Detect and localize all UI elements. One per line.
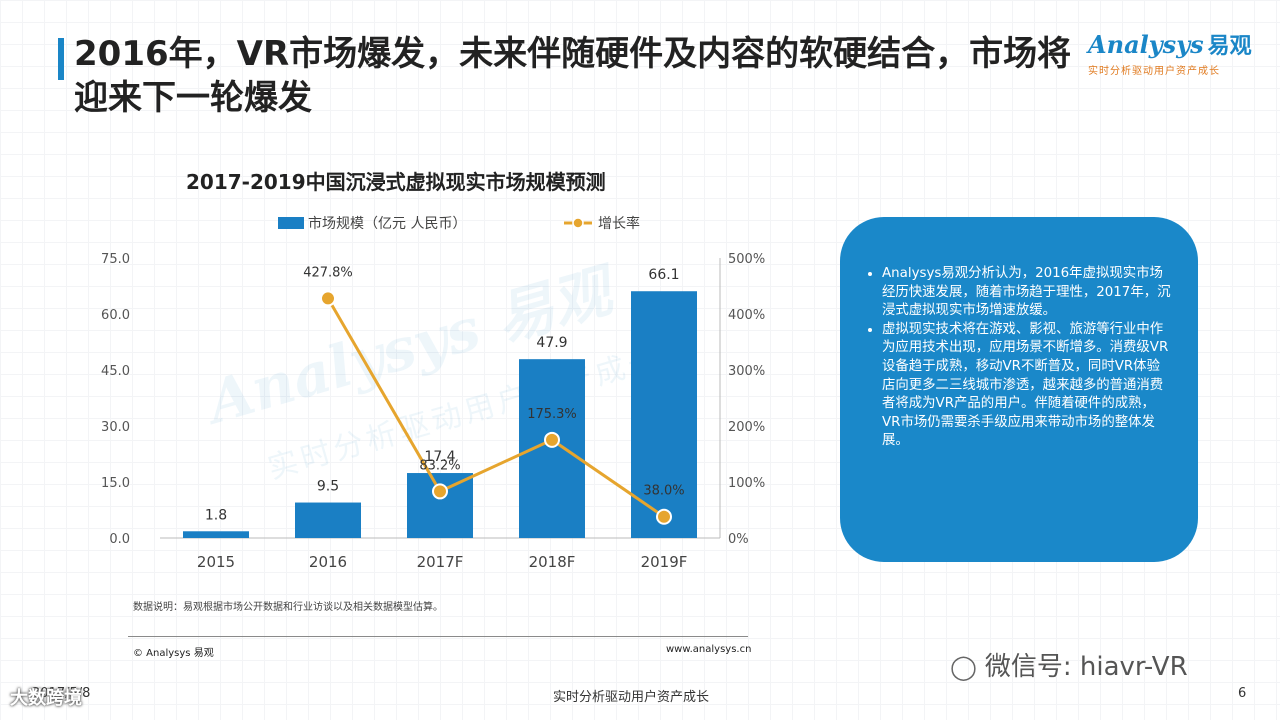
- growth-rate-point: [432, 483, 448, 500]
- footer-date: 2017/5/8: [32, 686, 91, 701]
- bar: [519, 359, 585, 538]
- bar-value-label: 47.9: [536, 335, 567, 351]
- growth-rate-label: 83.2%: [419, 458, 460, 473]
- logo-cn: 易观: [1207, 34, 1252, 59]
- legend-bar-label: 市场规模（亿元 人民币）: [308, 215, 466, 232]
- y-left-tick-label: 0.0: [109, 532, 130, 547]
- market-size-chart: 0.0 15.0 30.0 45.0 60.0 75.0 0% 100% 200% 300% 400…: [101, 215, 765, 571]
- logo-word: Analysys: [1088, 30, 1204, 59]
- x-tick-label: 2017F: [417, 553, 464, 571]
- y-right-tick-label: 500%: [728, 252, 765, 267]
- source-note: 数据说明：易观根据市场公开数据和行业访谈以及相关数据模型估算。: [133, 602, 443, 613]
- analysis-bullet-1: Analysys易观分析认为，2016年虚拟现实市场经历快速发展，随着市场趋于理…: [882, 265, 1172, 321]
- y-right-tick-label: 0%: [728, 532, 749, 547]
- y-left-tick-label: 60.0: [101, 308, 130, 323]
- x-tick-label: 2018F: [529, 553, 576, 571]
- y-right-tick-label: 300%: [728, 364, 765, 379]
- analysis-bullets: Analysys易观分析认为，2016年虚拟现实市场经历快速发展，随着市场趋于理…: [866, 265, 1172, 451]
- growth-rate-point: [656, 508, 672, 525]
- logo-tagline: 实时分析驱动用户资产成长: [1088, 66, 1220, 77]
- analysys-logo: Analysys 易观 实时分析驱动用户资产成长: [1088, 28, 1258, 78]
- page-number: 6: [1238, 686, 1247, 701]
- wechat-icon: ◯: [950, 653, 977, 681]
- copyright: © Analysys 易观: [133, 648, 214, 659]
- legend-bar-swatch: [278, 217, 304, 229]
- y-left-tick-label: 30.0: [101, 420, 130, 435]
- footer-divider: [128, 636, 748, 637]
- y-left-tick-label: 15.0: [101, 476, 130, 491]
- chart-title: 2017-2019中国沉浸式虚拟现实市场规模预测: [186, 170, 606, 194]
- x-tick-label: 2015: [197, 553, 235, 571]
- analysis-bullet-2: 虚拟现实技术将在游戏、影视、旅游等行业中作为应用技术出现，应用场景不断增多。消费…: [882, 321, 1172, 451]
- growth-rate-label: 175.3%: [527, 407, 577, 422]
- y-right-tick-label: 200%: [728, 420, 765, 435]
- growth-rate-line: [326, 297, 665, 518]
- bar-value-label: 66.1: [648, 267, 679, 283]
- y-left-tick-label: 75.0: [101, 252, 130, 267]
- legend-line-marker: [572, 217, 584, 229]
- y-left-tick-label: 45.0: [101, 364, 130, 379]
- bar-value-label: 17.4: [424, 449, 455, 465]
- growth-rate-point: [320, 290, 336, 307]
- x-tick-label: 2019F: [641, 553, 688, 571]
- footer-slogan: 实时分析驱动用户资产成长: [553, 690, 710, 705]
- website-link[interactable]: www.analysys.cn: [666, 644, 752, 655]
- bar: [295, 502, 361, 538]
- wechat-id-text: 微信号: hiavr-VR: [984, 652, 1188, 682]
- analysis-text-box: Analysys易观分析认为，2016年虚拟现实市场经历快速发展，随着市场趋于理…: [840, 217, 1198, 562]
- slide-title: 2016年，VR市场爆发，未来伴随硬件及内容的软硬结合，市场将迎来下一轮爆发: [74, 34, 1072, 118]
- growth-rate-label: 38.0%: [643, 484, 684, 499]
- y-right-tick-label: 400%: [728, 308, 765, 323]
- wechat-id: ◯ 微信号: hiavr-VR: [950, 646, 1188, 683]
- y-right-tick-label: 100%: [728, 476, 765, 491]
- title-accent-bar: [58, 38, 64, 80]
- bar-value-label: 9.5: [317, 479, 339, 495]
- x-tick-label: 2016: [309, 553, 347, 571]
- footer-brand-watermark: 大数跨境: [10, 688, 82, 709]
- growth-rate-label: 427.8%: [303, 265, 353, 280]
- bar-value-label: 1.8: [205, 507, 227, 523]
- legend-line-label: 增长率: [598, 215, 640, 232]
- bar: [631, 291, 697, 538]
- bar: [407, 473, 473, 538]
- growth-rate-point: [544, 431, 560, 448]
- bar: [183, 531, 249, 538]
